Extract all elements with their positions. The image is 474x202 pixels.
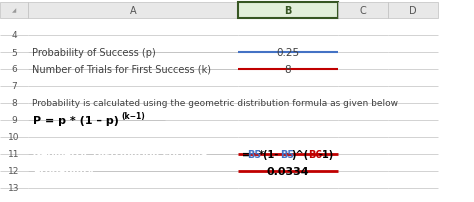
Bar <box>388 3 438 19</box>
Text: P = p * (1 – p): P = p * (1 – p) <box>33 115 119 125</box>
Text: 0.0334: 0.0334 <box>267 166 310 176</box>
Text: A: A <box>130 6 137 16</box>
Text: -1): -1) <box>319 149 334 159</box>
Text: Probability is calculated using the geometric distribution formula as given belo: Probability is calculated using the geom… <box>32 99 398 108</box>
Text: Probability: Probability <box>33 166 94 176</box>
Text: B6: B6 <box>308 149 322 159</box>
Text: 4: 4 <box>11 31 17 40</box>
Text: 11: 11 <box>8 150 20 159</box>
Text: Number of Trials for First Success (k): Number of Trials for First Success (k) <box>32 65 211 75</box>
Text: B: B <box>284 6 292 16</box>
Text: 5: 5 <box>11 48 17 57</box>
Text: 9: 9 <box>11 116 17 125</box>
Text: 8: 8 <box>11 99 17 108</box>
Text: Geometric Distribution Formula: Geometric Distribution Formula <box>33 149 207 159</box>
Bar <box>0 3 28 19</box>
Text: B5: B5 <box>247 149 262 159</box>
Text: *(1-: *(1- <box>258 149 279 159</box>
Bar <box>28 3 238 19</box>
Text: 6: 6 <box>11 65 17 74</box>
Text: ◢: ◢ <box>12 8 16 14</box>
Text: )^(: )^( <box>292 149 309 159</box>
Text: C: C <box>360 6 366 16</box>
Text: =: = <box>242 149 250 159</box>
Bar <box>338 3 388 19</box>
Text: (k−1): (k−1) <box>121 112 145 120</box>
Text: 0.25: 0.25 <box>276 48 300 58</box>
Text: D: D <box>409 6 417 16</box>
Text: 12: 12 <box>9 167 20 176</box>
Text: 7: 7 <box>11 82 17 91</box>
Text: B5: B5 <box>281 149 295 159</box>
Bar <box>238 3 338 19</box>
Text: 13: 13 <box>8 184 20 193</box>
Text: Probability of Success (p): Probability of Success (p) <box>32 48 156 58</box>
Text: 8: 8 <box>285 65 292 75</box>
Text: 10: 10 <box>8 133 20 142</box>
